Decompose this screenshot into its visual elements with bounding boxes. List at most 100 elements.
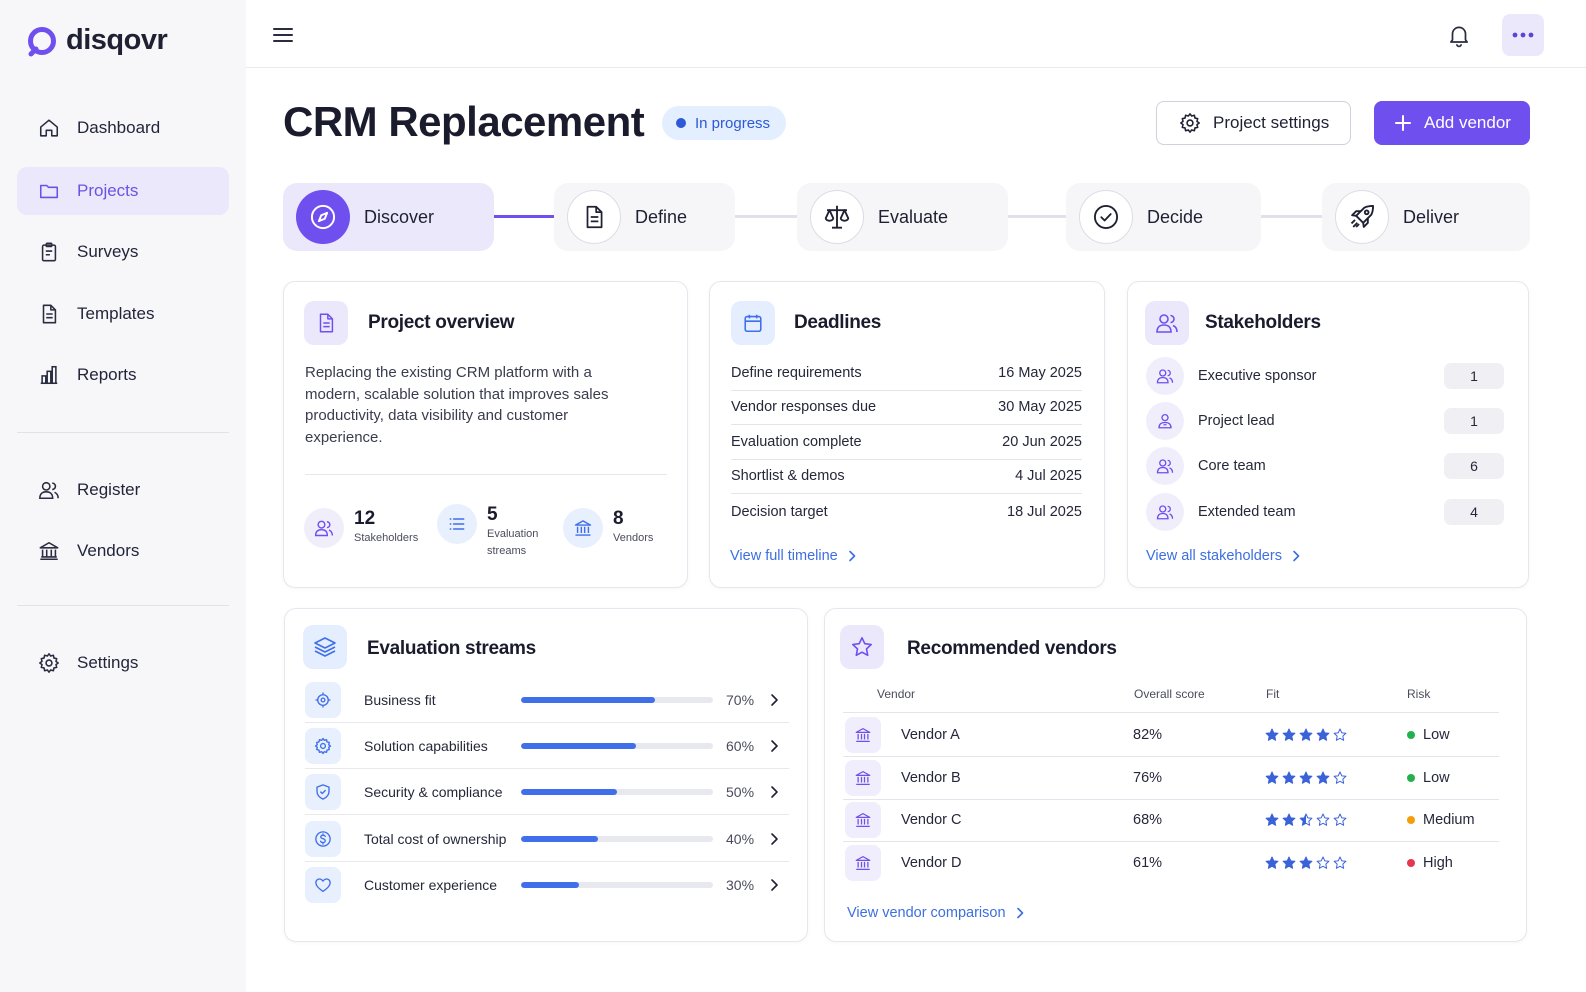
step-label: Evaluate [878, 206, 949, 227]
target-icon [305, 681, 341, 718]
chevron-right-icon[interactable] [770, 739, 779, 753]
check-circle-icon [1079, 190, 1133, 244]
star-empty-icon [1333, 856, 1347, 870]
bell-icon[interactable] [1446, 22, 1472, 48]
vendor-row[interactable]: Vendor C 68% Medium [843, 799, 1499, 842]
sidebar-item-label: Templates [77, 304, 155, 323]
risk-dot [1407, 731, 1415, 739]
step-connector [1261, 215, 1322, 218]
star-filled-icon [1299, 856, 1313, 870]
star-filled-icon [1265, 728, 1279, 742]
layers-icon [303, 625, 347, 669]
deadline-date: 16 May 2025 [998, 365, 1082, 381]
sidebar-item-templates[interactable]: Templates [17, 290, 229, 338]
add-vendor-label: Add vendor [1424, 113, 1511, 132]
stakeholder-count: 4 [1444, 499, 1504, 525]
stream-progress-fill [521, 788, 617, 795]
card-title: Recommended vendors [907, 638, 1117, 659]
chevron-right-icon[interactable] [770, 878, 779, 892]
step-decide[interactable]: Decide [1066, 183, 1261, 251]
folder-icon [37, 179, 61, 203]
view-full-timeline-link[interactable]: View full timeline [730, 548, 856, 564]
stat-value: 12 [354, 508, 376, 529]
sidebar-item-reports[interactable]: Reports [17, 351, 229, 399]
stat-evaluation-streams: 5 Evaluation streams [437, 504, 547, 560]
star-filled-icon [1265, 771, 1279, 785]
stream-row[interactable]: Customer experience 30% [305, 862, 789, 908]
stat-label: Evaluation streams [487, 528, 539, 557]
project-description: Replacing the existing CRM platform with… [305, 364, 609, 446]
column-header-vendor[interactable]: Vendor [877, 687, 916, 701]
star-empty-icon [1316, 813, 1330, 827]
risk-dot [1407, 774, 1415, 782]
stat-label: Stakeholders [354, 532, 419, 544]
bank-icon [845, 717, 881, 753]
sidebar-item-settings[interactable]: Settings [17, 639, 229, 687]
menu-icon[interactable] [272, 24, 294, 46]
column-header-fit[interactable]: Fit [1266, 687, 1280, 701]
sidebar-item-dashboard[interactable]: Dashboard [17, 104, 229, 152]
step-discover[interactable]: Discover [283, 183, 494, 251]
column-header-score[interactable]: Overall score [1134, 687, 1205, 701]
chevron-right-icon[interactable] [770, 832, 779, 846]
add-vendor-button[interactable]: Add vendor [1374, 101, 1530, 145]
sidebar-item-label: Projects [77, 181, 139, 200]
stakeholder-row[interactable]: Core team 6 [1146, 447, 1504, 485]
deadlines-card: Deadlines Define requirements 16 May 2025… [709, 281, 1105, 588]
app-logo[interactable]: disqovr [26, 24, 168, 57]
stat-label: Vendors [613, 532, 654, 544]
stream-label: Solution capabilities [364, 737, 488, 754]
stream-label: Total cost of ownership [364, 830, 507, 847]
stakeholder-count: 1 [1444, 408, 1504, 434]
step-deliver[interactable]: Deliver [1322, 183, 1530, 251]
step-define[interactable]: Define [554, 183, 735, 251]
sidebar-divider [17, 605, 229, 606]
status-label: In progress [695, 114, 771, 132]
stakeholder-row[interactable]: Extended team 4 [1146, 493, 1504, 531]
stream-row[interactable]: Security & compliance 50% [305, 769, 789, 815]
sidebar-item-vendors[interactable]: Vendors [17, 527, 229, 575]
chevron-right-icon[interactable] [770, 693, 779, 707]
vendor-row[interactable]: Vendor D 61% High [843, 842, 1499, 885]
step-evaluate[interactable]: Evaluate [797, 183, 1008, 251]
more-options-button[interactable] [1502, 14, 1544, 56]
document-icon [37, 302, 61, 326]
star-filled-icon [1316, 771, 1330, 785]
sidebar-item-label: Settings [77, 653, 139, 672]
stream-row[interactable]: Total cost of ownership 40% [305, 816, 789, 862]
deadline-row: Decision target 18 Jul 2025 [731, 494, 1082, 529]
chevron-right-icon [1292, 550, 1300, 562]
sidebar-item-register[interactable]: Register [17, 466, 229, 514]
link-label: View vendor comparison [847, 905, 1006, 921]
vendor-row[interactable]: Vendor B 76% Low [843, 757, 1499, 800]
star-empty-icon [1316, 856, 1330, 870]
stakeholder-label: Project lead [1198, 413, 1275, 429]
fit-rating [1265, 813, 1347, 827]
stakeholder-row[interactable]: Project lead 1 [1146, 402, 1504, 440]
users-icon [1145, 301, 1189, 345]
bank-icon [845, 760, 881, 796]
status-dot [676, 118, 686, 128]
column-header-risk[interactable]: Risk [1407, 687, 1431, 701]
sidebar-item-projects[interactable]: Projects [17, 167, 229, 215]
stream-progress-track [521, 742, 713, 749]
sidebar: disqovr Dashboard Projects Surveys Templ… [0, 0, 246, 992]
view-all-stakeholders-link[interactable]: View all stakeholders [1146, 548, 1300, 564]
deadline-row: Define requirements 16 May 2025 [731, 356, 1082, 391]
more-horizontal-icon [1511, 32, 1535, 38]
stakeholder-row[interactable]: Executive sponsor 1 [1146, 357, 1504, 395]
stream-row[interactable]: Business fit 70% [305, 677, 789, 723]
fit-rating [1265, 728, 1347, 742]
risk-dot [1407, 859, 1415, 867]
sidebar-item-surveys[interactable]: Surveys [17, 228, 229, 276]
project-settings-button[interactable]: Project settings [1156, 101, 1351, 145]
view-vendor-comparison-link[interactable]: View vendor comparison [847, 905, 1024, 921]
vendor-row[interactable]: Vendor A 82% Low [843, 714, 1499, 757]
stat-value: 5 [487, 504, 498, 525]
star-filled-icon [1282, 856, 1296, 870]
star-empty-icon [1333, 813, 1347, 827]
chevron-right-icon[interactable] [770, 785, 779, 799]
bank-icon [845, 845, 881, 881]
deadline-label: Define requirements [731, 365, 862, 381]
stream-row[interactable]: Solution capabilities 60% [305, 723, 789, 769]
